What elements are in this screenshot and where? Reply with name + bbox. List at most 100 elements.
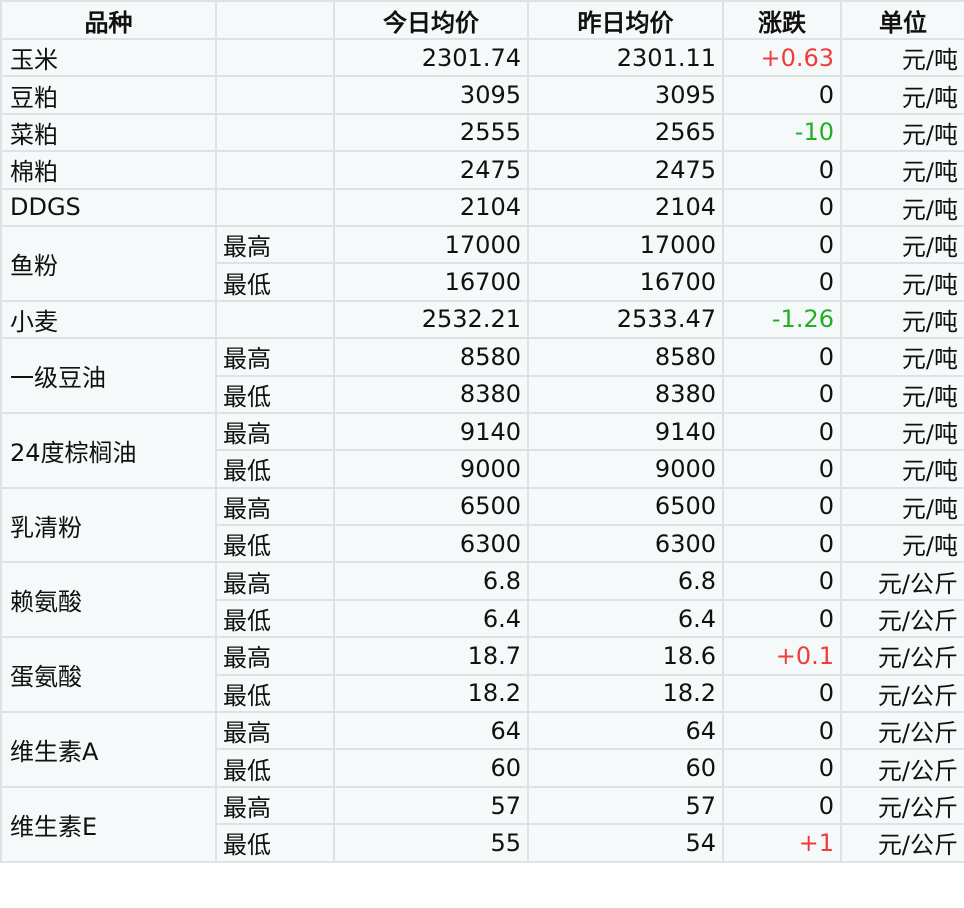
unit: 元/吨 [840, 187, 964, 227]
table-row: 棉粕 2475 2475 0 元/吨 [0, 150, 964, 190]
price-change: +0.1 [722, 636, 842, 676]
table-row: 一级豆油 最高 8580 8580 0 元/吨 [0, 337, 964, 414]
yesterday-price: 16700 [527, 262, 724, 302]
price-type: 最高 [215, 411, 335, 452]
table-row: 小麦 2532.21 2533.47 -1.26 元/吨 [0, 299, 964, 340]
yesterday-price: 2533.47 [527, 299, 724, 340]
today-price: 2475 [333, 150, 529, 190]
header-row: 品种 今日均价 昨日均价 涨跌 单位 [0, 0, 964, 40]
price-type: 最低 [215, 673, 335, 714]
today-price: 8380 [333, 374, 529, 414]
variety-name: 乳清粉 [0, 486, 217, 564]
today-price: 6300 [333, 524, 529, 564]
today-price: 18.2 [333, 673, 529, 714]
price-type: 最低 [215, 374, 335, 414]
variety-name: 棉粕 [0, 150, 217, 190]
variety-name: 维生素A [0, 711, 217, 788]
unit: 元/吨 [840, 224, 964, 265]
today-price: 60 [333, 748, 529, 788]
yesterday-price: 2565 [527, 112, 724, 153]
unit: 元/吨 [840, 449, 964, 489]
unit: 元/公斤 [840, 748, 964, 788]
price-change: +0.63 [722, 37, 842, 78]
price-type: 最低 [215, 262, 335, 302]
yesterday-price: 9000 [527, 449, 724, 489]
unit: 元/公斤 [840, 785, 964, 826]
today-price: 2532.21 [333, 299, 529, 340]
table-row: 乳清粉 最高 6500 6500 0 元/吨 [0, 486, 964, 564]
price-type: 最高 [215, 636, 335, 676]
price-change: 0 [722, 673, 842, 714]
yesterday-price: 9140 [527, 411, 724, 452]
yesterday-price: 57 [527, 785, 724, 826]
price-change: 0 [722, 224, 842, 265]
table-row: 鱼粉 最高 17000 17000 0 元/吨 [0, 224, 964, 302]
today-price: 2104 [333, 187, 529, 227]
price-change: 0 [722, 711, 842, 751]
price-table: 品种 今日均价 昨日均价 涨跌 单位 玉米 2301.74 2301.11 +0.63… [0, 0, 964, 863]
today-price: 17000 [333, 224, 529, 265]
variety-name: 鱼粉 [0, 224, 217, 302]
header-unit: 单位 [840, 0, 964, 40]
price-change: 0 [722, 150, 842, 190]
unit: 元/吨 [840, 374, 964, 414]
variety-name: 豆粕 [0, 75, 217, 115]
header-sub [215, 0, 335, 40]
price-change: 0 [722, 486, 842, 527]
unit: 元/吨 [840, 262, 964, 302]
today-price: 6500 [333, 486, 529, 527]
price-change: 0 [722, 561, 842, 601]
yesterday-price: 3095 [527, 75, 724, 115]
today-price: 3095 [333, 75, 529, 115]
unit: 元/公斤 [840, 823, 964, 863]
yesterday-price: 6300 [527, 524, 724, 564]
price-type [215, 150, 335, 190]
header-change: 涨跌 [722, 0, 842, 40]
price-change: 0 [722, 524, 842, 564]
price-change: 0 [722, 411, 842, 452]
yesterday-price: 54 [527, 823, 724, 863]
price-type [215, 187, 335, 227]
price-type: 最高 [215, 711, 335, 751]
price-type: 最低 [215, 449, 335, 489]
unit: 元/吨 [840, 150, 964, 190]
price-type: 最低 [215, 524, 335, 564]
unit: 元/吨 [840, 112, 964, 153]
variety-name: 玉米 [0, 37, 217, 78]
table-row: 最低 6300 6300 0 元/吨 [1, 524, 964, 564]
variety-name: 小麦 [0, 299, 217, 340]
unit: 元/吨 [840, 37, 964, 78]
today-price: 6.4 [333, 598, 529, 639]
price-change: -10 [722, 112, 842, 153]
price-type [215, 75, 335, 115]
table-row: 24度棕榈油 最高 9140 9140 0 元/吨 [0, 411, 964, 489]
today-price: 8580 [333, 337, 529, 377]
today-price: 64 [333, 711, 529, 751]
table-row: 最低 16700 16700 0 元/吨 [1, 262, 964, 302]
today-price: 2555 [333, 112, 529, 153]
yesterday-price: 8380 [527, 374, 724, 414]
unit: 元/吨 [840, 299, 964, 340]
price-change: 0 [722, 187, 842, 227]
price-type: 最高 [215, 785, 335, 826]
unit: 元/吨 [840, 337, 964, 377]
today-price: 55 [333, 823, 529, 863]
price-type: 最低 [215, 598, 335, 639]
price-change: 0 [722, 449, 842, 489]
yesterday-price: 6.4 [527, 598, 724, 639]
today-price: 16700 [333, 262, 529, 302]
yesterday-price: 2104 [527, 187, 724, 227]
table-row: 最低 9000 9000 0 元/吨 [1, 449, 964, 489]
yesterday-price: 6.8 [527, 561, 724, 601]
price-type: 最高 [215, 337, 335, 377]
price-change: 0 [722, 337, 842, 377]
table-row: 最低 8380 8380 0 元/吨 [1, 374, 964, 414]
unit: 元/公斤 [840, 636, 964, 676]
table-row: 最低 6.4 6.4 0 元/公斤 [1, 598, 964, 639]
table-row: 玉米 2301.74 2301.11 +0.63 元/吨 [0, 37, 964, 78]
price-type [215, 112, 335, 153]
variety-name: 维生素E [0, 785, 217, 863]
yesterday-price: 64 [527, 711, 724, 751]
header-variety: 品种 [0, 0, 217, 40]
variety-name: 赖氨酸 [0, 561, 217, 639]
